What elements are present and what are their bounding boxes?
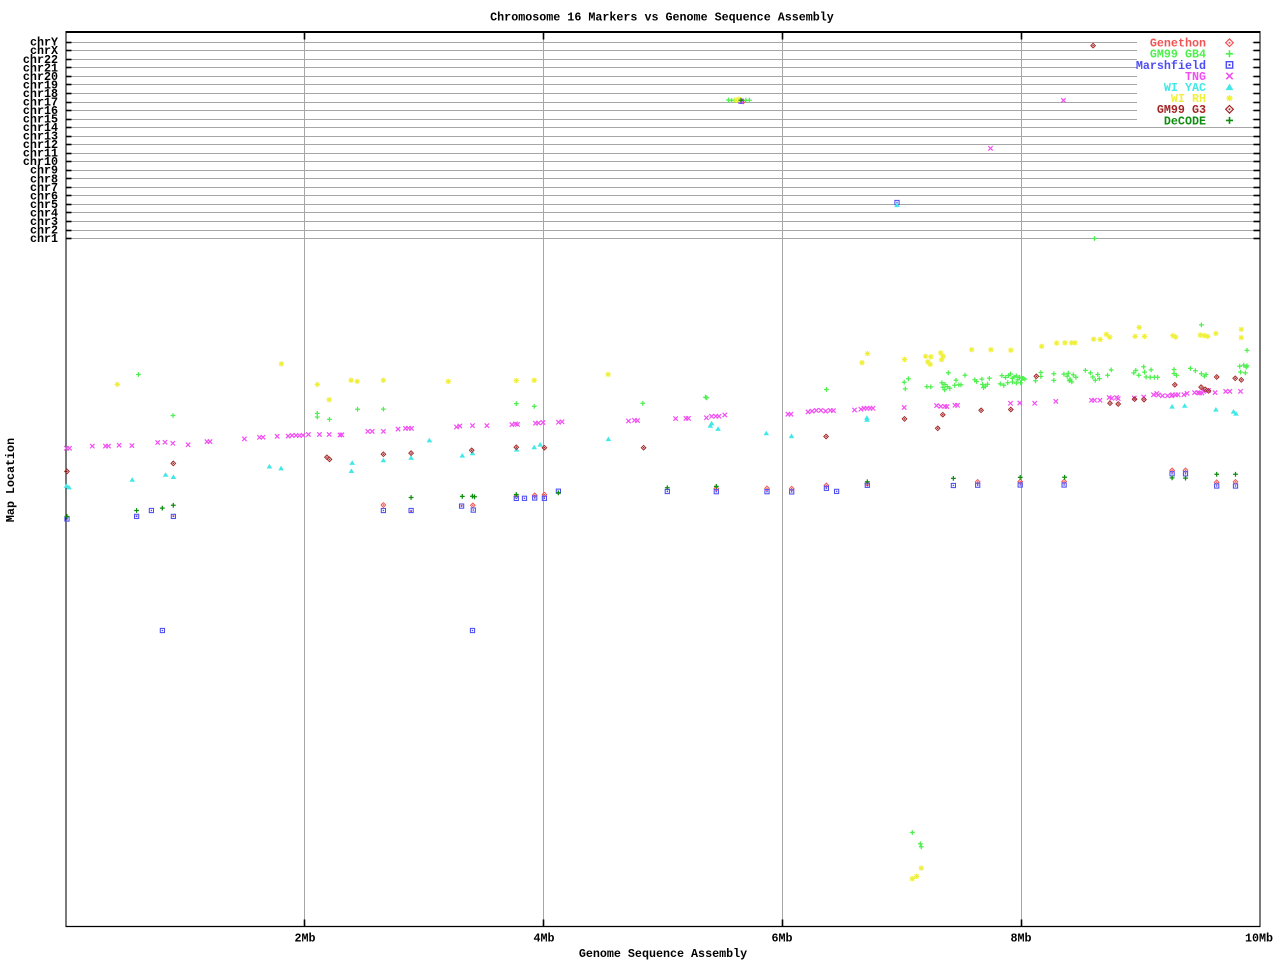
svg-text:chr15: chr15 xyxy=(23,113,58,127)
svg-text:chr20: chr20 xyxy=(23,70,58,84)
svg-text:chr12: chr12 xyxy=(23,138,58,152)
svg-text:chrY: chrY xyxy=(30,36,58,50)
svg-text:chrX: chrX xyxy=(30,44,59,58)
svg-text:8Mb: 8Mb xyxy=(1010,932,1031,946)
svg-text:chr11: chr11 xyxy=(23,147,58,161)
svg-text:6Mb: 6Mb xyxy=(771,932,792,946)
svg-text:chr2: chr2 xyxy=(30,224,58,238)
svg-text:chr19: chr19 xyxy=(23,78,58,92)
svg-text:chr22: chr22 xyxy=(23,53,58,67)
svg-text:chr5: chr5 xyxy=(30,198,58,212)
svg-text:chr3: chr3 xyxy=(30,215,58,229)
svg-text:chr7: chr7 xyxy=(30,181,58,195)
svg-text:GM99 G3: GM99 G3 xyxy=(1157,103,1206,117)
svg-text:GM99 GB4: GM99 GB4 xyxy=(1150,48,1206,62)
svg-text:Marshfield: Marshfield xyxy=(1136,59,1206,73)
svg-text:WI YAC: WI YAC xyxy=(1164,81,1206,95)
svg-text:TNG: TNG xyxy=(1185,70,1206,84)
svg-text:chr4: chr4 xyxy=(30,206,58,220)
svg-text:chr9: chr9 xyxy=(30,164,58,178)
svg-text:chr21: chr21 xyxy=(23,61,58,75)
svg-text:4Mb: 4Mb xyxy=(533,932,554,946)
svg-text:2Mb: 2Mb xyxy=(294,932,315,946)
svg-text:DeCODE: DeCODE xyxy=(1164,114,1206,128)
svg-text:WI RH: WI RH xyxy=(1171,92,1206,106)
svg-text:Chromosome 16 Markers vs Genom: Chromosome 16 Markers vs Genome Sequence… xyxy=(490,11,834,25)
svg-text:chr13: chr13 xyxy=(23,130,58,144)
svg-text:chr14: chr14 xyxy=(23,121,58,135)
svg-text:chr16: chr16 xyxy=(23,104,58,118)
svg-text:Map Location: Map Location xyxy=(4,438,18,522)
svg-text:10Mb: 10Mb xyxy=(1245,932,1273,946)
svg-text:chr1: chr1 xyxy=(30,232,58,246)
svg-text:chr17: chr17 xyxy=(23,95,58,109)
svg-text:Genome Sequence Assembly: Genome Sequence Assembly xyxy=(579,947,747,960)
svg-text:chr8: chr8 xyxy=(30,172,58,186)
svg-text:chr6: chr6 xyxy=(30,189,58,203)
svg-text:chr10: chr10 xyxy=(23,155,58,169)
svg-text:Genethon: Genethon xyxy=(1150,37,1206,51)
svg-text:chr18: chr18 xyxy=(23,87,58,101)
